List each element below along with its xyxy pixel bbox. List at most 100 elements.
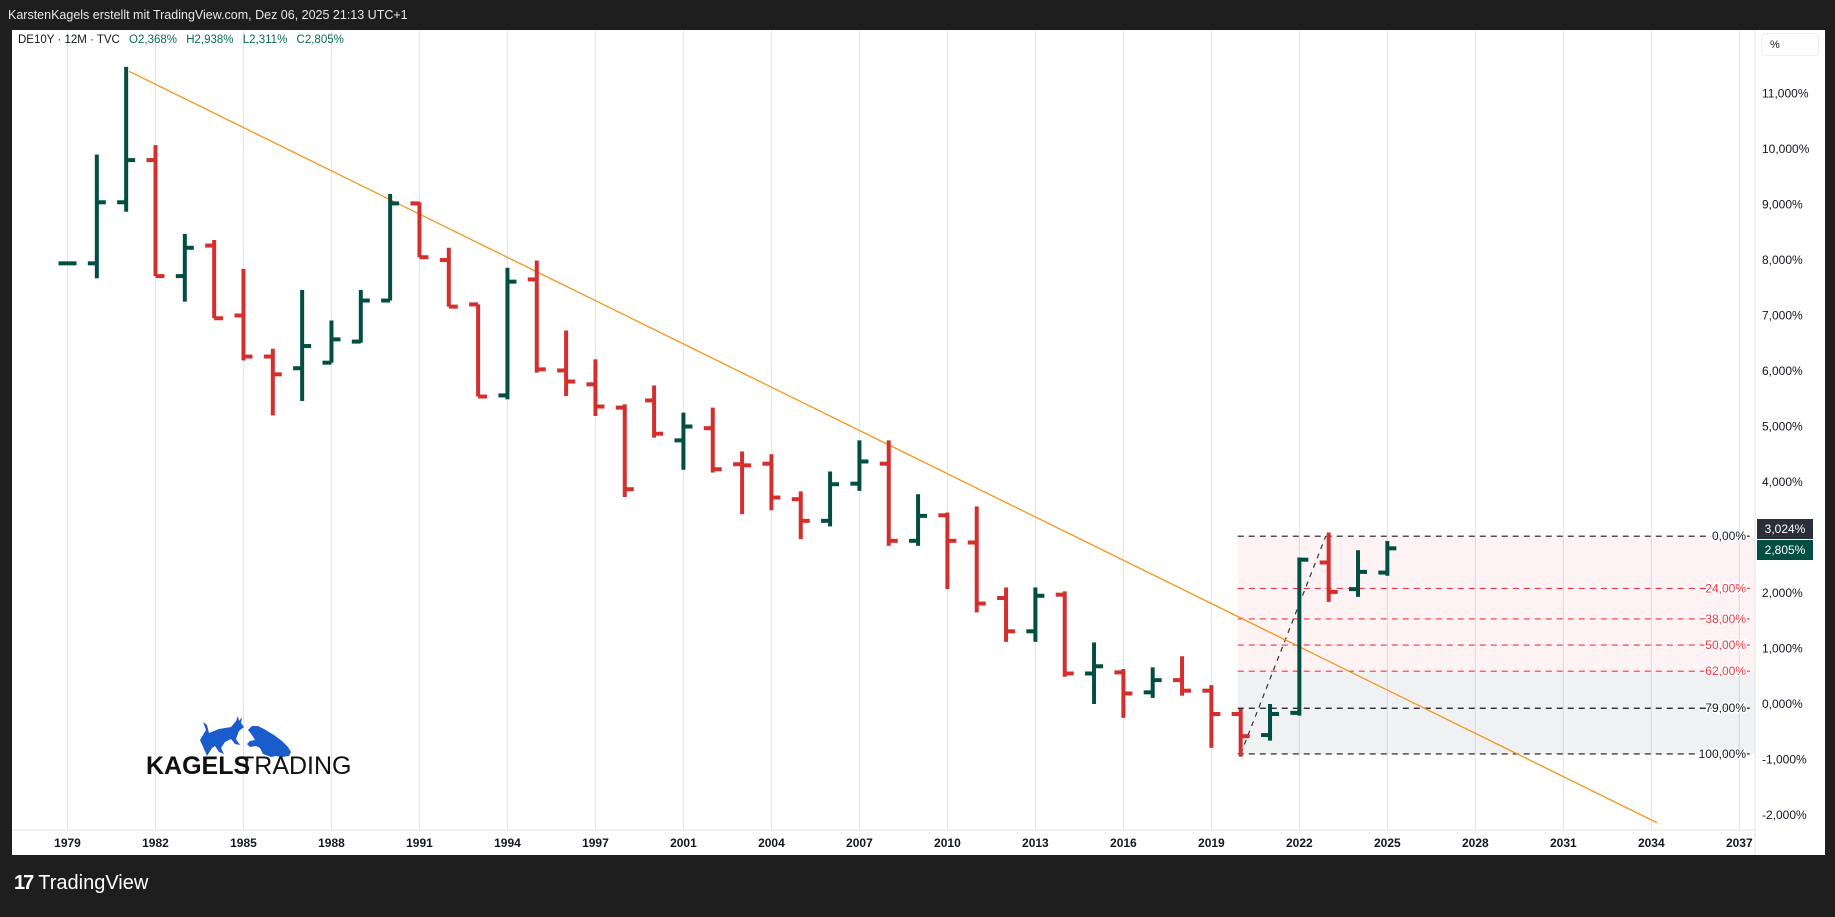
fib-level-label: 24,00%	[1705, 581, 1746, 595]
bull-icon	[200, 716, 244, 756]
fibonacci-retracement[interactable]: 0,00% 24,00% 38,00% 50,00% 62,00% 79,00% 100,0…	[1237, 528, 1755, 762]
price-axis[interactable]: 11,000% 10,000% 9,000% 8,000% 7,000% 6,000% 5,…	[1762, 87, 1810, 823]
bar-close-tick	[1299, 557, 1309, 562]
ohlc-bar-1985	[234, 268, 253, 361]
price-tick-label: 10,000%	[1762, 142, 1810, 156]
bar-open-tick	[879, 461, 889, 466]
ohlc-bar-1981	[117, 66, 136, 212]
bar-open-tick	[850, 481, 860, 486]
high-marker-background	[1757, 519, 1813, 539]
bar-open-tick	[645, 398, 655, 403]
ohlc-bar-2011	[967, 506, 986, 613]
chart-panel-background	[12, 30, 1825, 855]
price-tick-label: -2,000%	[1762, 808, 1807, 822]
bar-close-tick	[918, 513, 928, 518]
bar-close-tick	[1152, 678, 1162, 683]
bar-close-tick	[976, 601, 986, 606]
bar-range	[270, 348, 275, 416]
time-tick-label: 1997	[582, 836, 609, 850]
bar-close-tick	[67, 261, 77, 266]
symbol-info: DE10Y · 12M · TVC	[18, 34, 120, 46]
price-tick-label: 6,000%	[1762, 364, 1803, 378]
bar-close-tick	[360, 298, 370, 303]
bar-close-tick	[1387, 546, 1397, 551]
last-price-background	[1757, 540, 1813, 560]
bar-close-tick	[1182, 688, 1192, 693]
ohlc-bar-1987	[293, 289, 312, 401]
bar-range	[593, 359, 598, 416]
bar-open-tick	[703, 426, 713, 431]
bar-close-tick	[595, 404, 605, 409]
bar-close-tick	[1123, 691, 1133, 696]
bar-close-tick	[1094, 664, 1104, 669]
price-tick-label: 7,000%	[1762, 309, 1803, 323]
bar-close-tick	[859, 459, 869, 464]
ohlc-bar-2002	[703, 407, 722, 473]
bear-icon	[247, 726, 291, 757]
ohlc-bar-2006	[821, 471, 840, 527]
ohlc-bar-2015	[1085, 642, 1104, 704]
price-tick-label: -1,000%	[1762, 753, 1807, 767]
bar-range	[945, 512, 950, 590]
bar-open-tick	[1055, 592, 1065, 597]
bar-close-tick	[624, 487, 634, 492]
ohlc-bar-1992	[439, 247, 458, 309]
bar-range	[1209, 685, 1214, 748]
ohlc-bar-2023	[1319, 532, 1338, 602]
time-tick-label: 2028	[1462, 836, 1489, 850]
open-value: 2,368%	[138, 34, 178, 46]
ohlc-bar-2012	[997, 587, 1016, 642]
ohlc-bar-1986	[263, 348, 282, 416]
tradingview-footer[interactable]: 17 TradingView	[14, 872, 148, 895]
ohlc-bar-2001	[674, 412, 693, 470]
bar-open-tick	[1349, 587, 1359, 592]
trendline-layer[interactable]	[128, 70, 1658, 824]
bar-open-tick	[1319, 560, 1329, 565]
time-tick-label: 1994	[494, 836, 521, 850]
bar-open-tick	[1026, 629, 1036, 634]
bar-close-tick	[830, 482, 840, 487]
bar-open-tick	[175, 274, 185, 279]
bar-open-tick	[498, 393, 508, 398]
bar-open-tick	[1143, 690, 1153, 695]
chart-attribution: KarstenKagels erstellt mit TradingView.c…	[8, 8, 408, 22]
bar-range	[212, 240, 217, 319]
price-unit-button[interactable]: %	[1761, 33, 1819, 56]
bar-range	[94, 154, 99, 279]
bar-close-tick	[96, 200, 106, 205]
time-tick-label: 2013	[1022, 836, 1049, 850]
bar-range	[652, 385, 657, 438]
bar-range	[622, 404, 627, 497]
ohlc-bar-2021	[1261, 704, 1280, 741]
price-tick-label: 0,000%	[1762, 697, 1803, 711]
bar-range	[329, 320, 334, 363]
bar-open-tick	[322, 360, 332, 365]
bar-open-tick	[87, 261, 97, 266]
bar-open-tick	[58, 261, 68, 266]
bar-open-tick	[1290, 710, 1300, 715]
symbol-legend[interactable]: DE10Y · 12M · TVC O2,368% H2,938% L2,311…	[18, 34, 344, 46]
bar-range	[505, 267, 510, 400]
ohlc-bar-2008	[879, 440, 898, 546]
bar-close-tick	[214, 316, 224, 321]
bar-close-tick	[1270, 711, 1280, 716]
high-marker-label: 3,024%	[1765, 522, 1806, 536]
bar-close-tick	[742, 463, 752, 468]
ohlc-bar-2019	[1202, 685, 1221, 748]
ohlc-bar-2018	[1173, 656, 1192, 696]
bar-range	[124, 66, 129, 212]
time-axis[interactable]: 1979 1982 1985 1988 1991 1994 1997 2001 2004 2007…	[54, 836, 1753, 850]
bar-range	[534, 260, 539, 373]
bar-range	[358, 289, 363, 343]
bar-close-tick	[1358, 569, 1368, 574]
ohlc-bar-1983	[175, 233, 194, 302]
bar-open-tick	[1261, 733, 1271, 738]
bar-open-tick	[381, 298, 391, 303]
orange-trendline	[128, 70, 1658, 824]
low-label: L	[242, 34, 250, 46]
ohlc-bar-2004	[762, 454, 781, 511]
bar-range	[1268, 704, 1273, 741]
bar-open-tick	[439, 258, 449, 262]
bar-close-tick	[712, 467, 722, 472]
